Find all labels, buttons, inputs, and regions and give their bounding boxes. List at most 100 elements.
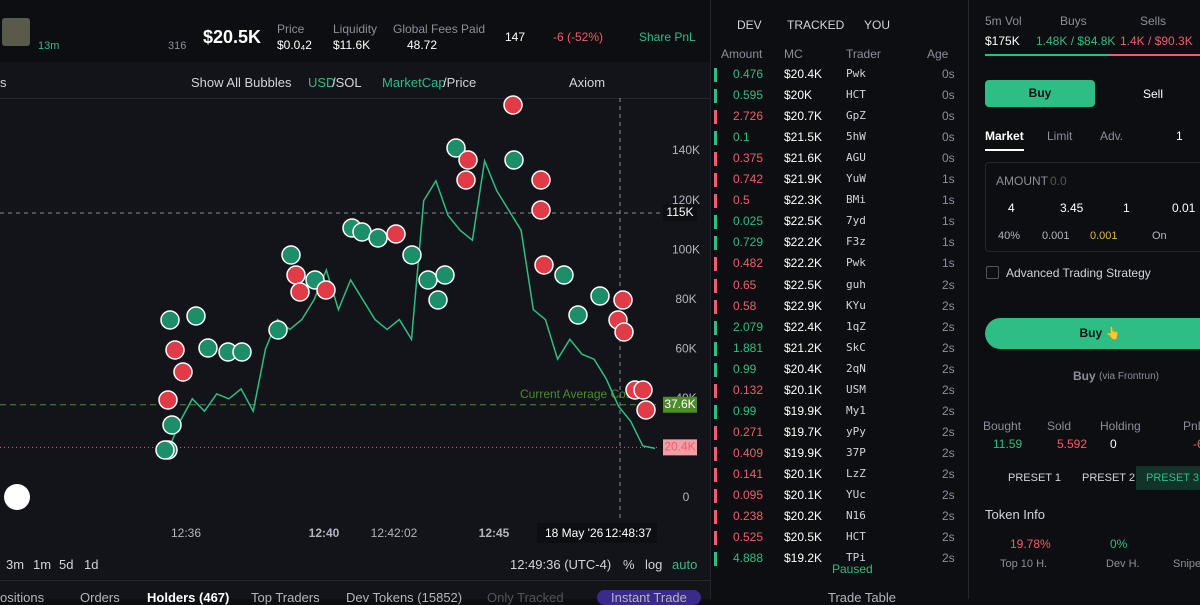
trader[interactable]: LzZ (846, 466, 866, 480)
trader[interactable]: YUc (846, 488, 866, 501)
preset-tab[interactable]: PRESET 2 (1082, 472, 1135, 484)
quick-amount[interactable]: 0.01 (1172, 201, 1196, 215)
range-button[interactable]: 1m (33, 557, 52, 572)
avatar[interactable] (2, 18, 30, 46)
trader[interactable]: HCT (846, 530, 866, 544)
trade-mc: $20.1K (784, 488, 823, 502)
trade-amount: 0.409 (733, 445, 764, 460)
side-indicator (714, 383, 717, 398)
usd-toggle[interactable]: USD (308, 75, 336, 90)
share-pnl[interactable]: Share PnL (639, 30, 696, 44)
divider (710, 0, 711, 599)
trader[interactable]: 2qN (846, 361, 866, 375)
buy-button[interactable]: Buy 👆 (985, 318, 1200, 349)
pct-toggle[interactable]: % (623, 557, 635, 572)
preset-tab[interactable]: PRESET 1 (1008, 472, 1061, 484)
trade-age: 2s (942, 551, 955, 566)
buy-tab[interactable]: Buy (985, 80, 1095, 107)
order-tab[interactable]: Adv. (1100, 129, 1124, 143)
side-indicator (714, 110, 717, 125)
range-button[interactable]: 3m (6, 557, 25, 572)
bottom-tab[interactable]: Only Tracked (487, 590, 564, 605)
advanced-strategy[interactable]: Advanced Trading Strategy (1006, 266, 1151, 280)
trade-bubble (268, 320, 288, 340)
stat-label: Holding (1100, 419, 1141, 433)
trade-bubble (418, 270, 438, 290)
preset-tab[interactable]: PRESET 3 (1136, 466, 1200, 490)
log-toggle[interactable]: log (645, 557, 663, 572)
bottom-tab[interactable]: Holders (467) (147, 590, 230, 605)
trader[interactable]: BMi (846, 193, 866, 207)
auto-toggle[interactable]: auto (672, 557, 698, 572)
trader[interactable]: HCT (846, 88, 866, 102)
trader[interactable]: N16 (846, 509, 866, 523)
trade-amount: 0.238 (733, 509, 764, 524)
trade-bubble (614, 322, 634, 342)
crosshair-time: 12:48:37 (605, 526, 652, 540)
trader[interactable]: My1 (846, 403, 866, 417)
order-tab[interactable]: Limit (1047, 129, 1073, 143)
trade-age: 2s (942, 466, 955, 481)
quick-amount[interactable]: 3.45 (1060, 201, 1084, 215)
trades-filter[interactable]: YOU (864, 18, 891, 32)
mc-toggle[interactable]: MarketCap (382, 75, 446, 90)
trade-mc: $22.2K (784, 256, 823, 271)
trader[interactable]: YuW (846, 172, 866, 186)
quick-amount[interactable]: 1 (1123, 201, 1130, 215)
setting[interactable]: 0.001 (1090, 230, 1118, 242)
checkbox[interactable] (986, 266, 999, 279)
trader[interactable]: 37P (846, 445, 866, 459)
bottom-tab[interactable]: Trade Table (828, 590, 896, 605)
trader[interactable]: GpZ (846, 109, 866, 123)
trader[interactable]: F3z (846, 235, 866, 249)
sell-tab[interactable]: Sell (1143, 87, 1164, 101)
setting[interactable]: 40% (998, 230, 1021, 242)
trade-amount: 2.726 (733, 109, 764, 124)
amount-box (985, 162, 1200, 252)
show-bubbles[interactable]: Show All Bubbles (191, 75, 292, 90)
order-tab[interactable]: Market (985, 129, 1024, 151)
trade-bubble (633, 380, 653, 400)
setting[interactable]: On (1152, 230, 1167, 242)
trade-bubble (504, 150, 524, 170)
price-toggle[interactable]: /Price (443, 75, 477, 90)
trade-amount: 4.888 (733, 551, 764, 566)
trader[interactable]: Pwk (846, 256, 866, 270)
frontrun-note: (via Frontrun) (1099, 371, 1160, 382)
range-button[interactable]: 1d (84, 557, 99, 572)
trade-mc: $21.2K (784, 340, 823, 355)
setting[interactable]: 0.001 (1042, 230, 1070, 242)
bottom-tab[interactable]: Orders (80, 590, 120, 605)
token-info[interactable]: Token Info (985, 507, 1045, 522)
trader[interactable]: guh (846, 277, 866, 291)
trades-filter[interactable]: DEV (737, 18, 762, 32)
bottom-tab[interactable]: ositions (0, 590, 45, 605)
range-button[interactable]: 5d (59, 557, 74, 572)
trader[interactable]: USM (846, 382, 866, 396)
trader[interactable]: Pwk (846, 67, 866, 80)
sol-toggle[interactable]: /SOL (332, 75, 362, 90)
quick-amount[interactable]: 4 (1008, 201, 1015, 215)
bottom-tab[interactable]: Top Traders (251, 590, 320, 605)
amount-input[interactable]: 0.0 (1050, 174, 1067, 188)
trader[interactable]: KYu (846, 298, 866, 312)
price-tag-label: 20.4K (664, 440, 695, 454)
y-tick-label: 100K (672, 242, 700, 256)
trader[interactable]: AGU (846, 151, 866, 165)
trader[interactable]: TPi (846, 551, 866, 565)
trader[interactable]: 5hW (846, 130, 866, 144)
trader[interactable]: 7yd (846, 214, 866, 228)
trades-filter[interactable]: TRACKED (787, 18, 845, 32)
frontrun-buy[interactable]: Buy (1073, 369, 1096, 383)
bottom-tab[interactable]: Instant Trade (597, 590, 701, 605)
source-select[interactable]: Axiom (569, 75, 606, 90)
vol: $175K (985, 34, 1020, 48)
trader[interactable]: 1qZ (846, 319, 866, 333)
buys: 1.48K / $84.8K (1036, 34, 1116, 48)
side-indicator (714, 362, 717, 377)
trader[interactable]: SkC (846, 340, 866, 354)
trader[interactable]: yPy (846, 424, 866, 438)
trade-amount: 0.742 (733, 172, 764, 187)
bottom-tab[interactable]: Dev Tokens (15852) (346, 590, 463, 605)
